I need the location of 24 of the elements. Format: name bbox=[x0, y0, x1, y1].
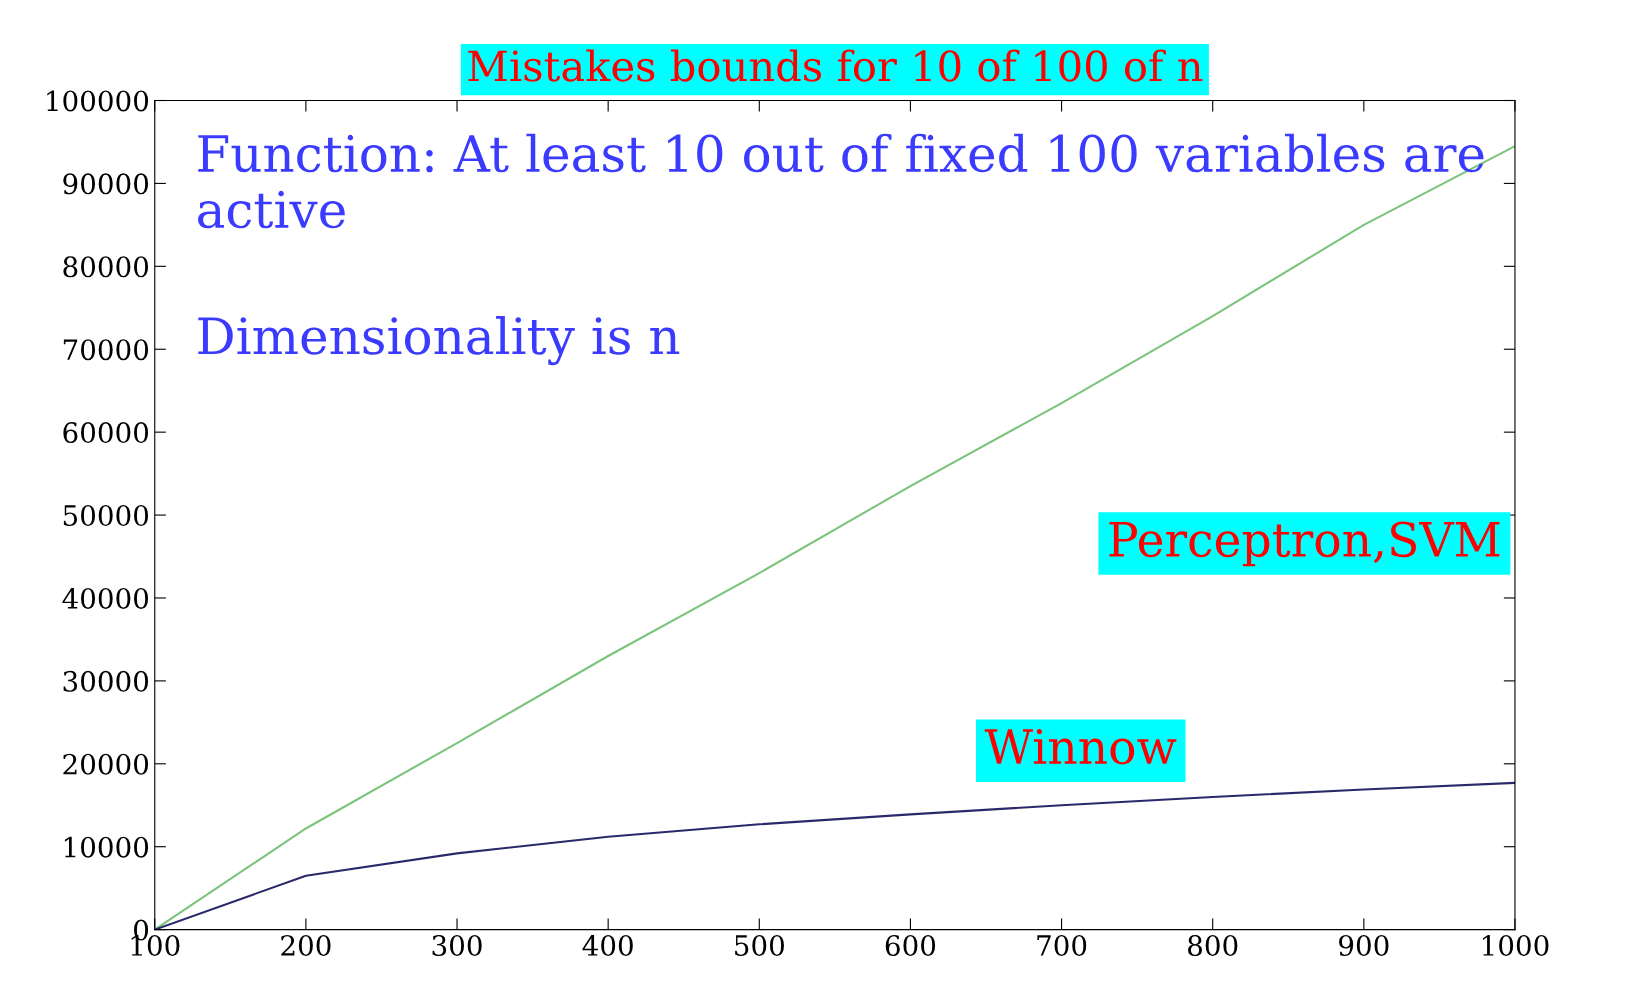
y-tick-label: 40000 bbox=[62, 587, 149, 609]
x-tick-label: 800 bbox=[1188, 934, 1238, 956]
y-tick-label: 90000 bbox=[63, 173, 149, 195]
x-tick-label: 600 bbox=[885, 934, 936, 956]
x-tick-label: 500 bbox=[735, 934, 784, 956]
x-tick-label: 1000 bbox=[1483, 934, 1549, 956]
x-tick-label: 900 bbox=[1339, 934, 1389, 956]
annotation: Function: At least 10 out of fixed 100 variables are active bbox=[198, 133, 1484, 229]
y-tick-label: 70000 bbox=[63, 339, 149, 361]
y-tick-label: 30000 bbox=[63, 670, 149, 692]
annotation: Dimensionality is n bbox=[198, 316, 680, 366]
chart-title: Mistakes bounds for 10 of 100 of n bbox=[468, 49, 1203, 82]
y-tick-label: 80000 bbox=[63, 256, 149, 278]
x-tick-label: 200 bbox=[281, 934, 331, 956]
y-tick-label: 60000 bbox=[63, 422, 149, 444]
y-tick-label: 10000 bbox=[64, 836, 149, 858]
y-tick-label: 20000 bbox=[63, 753, 149, 775]
x-tick-label: 400 bbox=[582, 934, 633, 956]
x-tick-label: 300 bbox=[432, 934, 482, 956]
text: Perceptron,SVM bbox=[1109, 521, 1500, 567]
y-tick-label: 50000 bbox=[63, 505, 149, 527]
x-tick-label: 700 bbox=[1037, 934, 1087, 956]
y-tick-label: 100000 bbox=[47, 90, 149, 112]
series-label: Winnow bbox=[984, 729, 1177, 765]
